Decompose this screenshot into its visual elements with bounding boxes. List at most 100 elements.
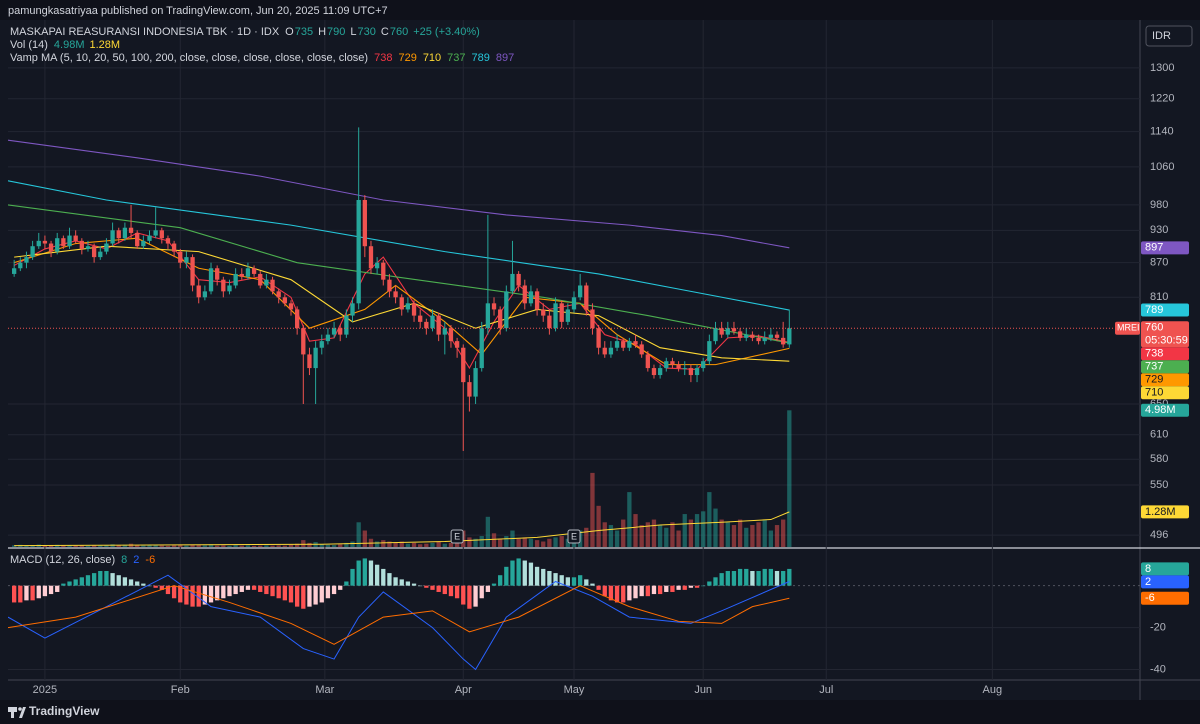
volume-bar <box>424 543 429 547</box>
macd-histogram-bar <box>639 585 644 597</box>
macd-histogram-bar <box>633 585 638 599</box>
candle-body <box>774 334 780 338</box>
macd-histogram-bar <box>670 585 675 592</box>
volume-bar <box>436 541 441 547</box>
volume-bar <box>719 519 724 547</box>
macd-histogram-bar <box>442 585 447 595</box>
candle-body <box>356 200 361 304</box>
candle-body <box>307 354 312 369</box>
volume-bar <box>491 533 497 547</box>
candle-body <box>67 235 72 247</box>
y-tick-label: 610 <box>1150 429 1168 441</box>
ma-line <box>14 245 790 362</box>
macd-histogram-bar <box>602 585 607 597</box>
ma-value: 738 <box>374 52 392 64</box>
volume-bar <box>645 522 650 547</box>
macd-histogram-bar <box>387 573 392 586</box>
macd-histogram-bar <box>264 585 269 595</box>
volume-bar <box>664 527 669 547</box>
symbol-tag <box>1115 321 1140 335</box>
candle-body <box>91 246 97 258</box>
y-tick-label: 580 <box>1150 453 1168 465</box>
candle-body <box>756 337 761 342</box>
candle-body <box>701 361 706 369</box>
macd-histogram-bar <box>147 585 152 587</box>
candle-body <box>227 285 232 292</box>
macd-histogram-bar <box>307 585 312 607</box>
macd-tick-label: -40 <box>1150 663 1166 675</box>
macd-histogram-bar <box>522 560 527 586</box>
candle-body <box>350 303 355 316</box>
volume-bar <box>657 525 663 547</box>
macd-histogram-bar <box>744 568 749 586</box>
candle-body <box>159 230 164 239</box>
macd-histogram-bar <box>313 585 318 605</box>
volume-bar <box>411 542 417 547</box>
macd-histogram-bar <box>128 579 134 586</box>
candle-body <box>313 347 318 369</box>
volume-bar <box>233 545 238 547</box>
candle-body <box>104 243 109 252</box>
volume-bar <box>559 536 564 547</box>
macd-histogram-bar <box>104 571 109 586</box>
volume-bar <box>85 545 91 547</box>
signal-tag-label: -6 <box>1145 592 1155 604</box>
candle-body <box>122 227 128 239</box>
candle-body <box>61 238 66 247</box>
volume-bar <box>602 522 607 547</box>
volume-bar <box>184 545 189 547</box>
candle-body <box>682 368 687 370</box>
candle-body <box>553 303 558 329</box>
volume-bar <box>270 545 275 547</box>
macd-histogram-bar <box>270 585 275 597</box>
logo-mark <box>18 707 22 711</box>
ohlc-label: L <box>350 26 356 38</box>
volume-bar <box>762 519 767 547</box>
volume-bar <box>294 543 300 547</box>
macd-histogram-bar <box>645 585 650 597</box>
volume-bar <box>288 544 294 547</box>
macd-histogram-bar <box>393 577 398 586</box>
volume-bar <box>768 530 774 547</box>
candle-body <box>571 297 577 310</box>
volume-bar <box>307 542 312 547</box>
macd-histogram-bar <box>627 585 632 601</box>
y-tick-label: 810 <box>1150 291 1168 303</box>
volume-bar <box>627 492 632 547</box>
macd-histogram-bar <box>141 583 146 586</box>
macd-histogram-bar <box>516 558 521 586</box>
volume-bar <box>694 514 700 547</box>
ma-tag <box>1141 303 1189 317</box>
ma-tag <box>1141 347 1189 361</box>
macd-histogram-bar <box>325 585 331 599</box>
macd-title: MACD (12, 26, close) <box>10 554 115 566</box>
macd-histogram-bar <box>479 585 484 599</box>
macd-histogram-bar <box>731 571 737 586</box>
macd-histogram-bar <box>116 575 121 586</box>
ma-tag-label: 737 <box>1145 361 1163 373</box>
macd-histogram-bar <box>491 583 497 586</box>
macd-histogram-bar <box>227 585 232 597</box>
macd-histogram-bar <box>454 585 460 599</box>
candle-body <box>24 257 29 263</box>
volume-bar <box>98 545 103 547</box>
earnings-marker <box>450 529 464 544</box>
candle-body <box>276 291 281 298</box>
candle-body <box>251 268 257 274</box>
volume-bar <box>301 540 306 547</box>
macd-histogram-bar <box>664 585 669 592</box>
candle-body <box>657 368 663 376</box>
ma-value: 737 <box>447 52 465 64</box>
macd-histogram-bar <box>528 562 534 586</box>
x-tick-label: 2025 <box>33 684 57 696</box>
volume-bar <box>282 545 288 547</box>
macd-histogram-bar <box>239 585 244 592</box>
macd-histogram-bar <box>424 585 429 588</box>
candle-body <box>36 240 41 247</box>
change-label: +25 (+3.40%) <box>413 26 480 38</box>
symbol-title: MASKAPAI REASURANSI INDONESIA TBK · 1D ·… <box>10 26 280 38</box>
candle-body <box>128 227 134 233</box>
candle-body <box>694 368 700 376</box>
macd-histogram-bar <box>55 585 60 592</box>
currency-box[interactable] <box>1145 25 1193 47</box>
